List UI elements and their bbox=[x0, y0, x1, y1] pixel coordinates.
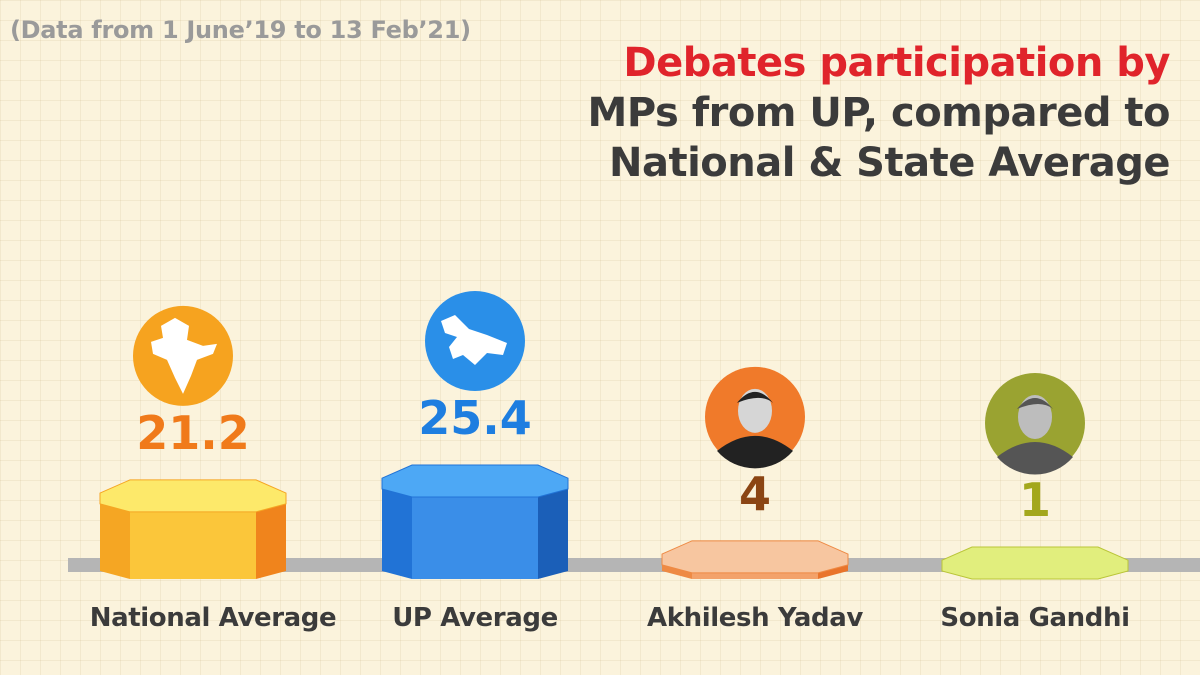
uttar-pradesh-map-icon bbox=[425, 291, 525, 391]
bar-national-average bbox=[99, 479, 287, 579]
value-label: 21.2 bbox=[136, 405, 250, 460]
category-label: Akhilesh Yadav bbox=[647, 603, 863, 633]
value-label: 25.4 bbox=[418, 391, 532, 445]
value-label: 4 bbox=[738, 466, 772, 521]
chart-title-line-2: MPs from UP, compared to bbox=[587, 90, 1171, 136]
sonia-gandhi-photo bbox=[985, 373, 1085, 475]
india-map-icon bbox=[133, 305, 233, 406]
chart-title: Debates participation by MPs from UP, co… bbox=[587, 38, 1171, 188]
value-label: 1 bbox=[1018, 473, 1052, 527]
bar-sonia-gandhi bbox=[941, 546, 1129, 580]
chart-title-line-1: Debates participation by bbox=[623, 40, 1170, 86]
category-label: Sonia Gandhi bbox=[940, 603, 1130, 633]
baseline bbox=[68, 558, 1200, 572]
category-label: National Average bbox=[89, 603, 337, 633]
chart-subtitle: (Data from 1 June’19 to 13 Feb’21) bbox=[10, 16, 471, 44]
bar-up-average bbox=[381, 464, 569, 579]
bar-akhilesh-yadav bbox=[661, 540, 849, 579]
chart-title-line-3: National & State Average bbox=[608, 140, 1171, 186]
akhilesh-yadav-photo bbox=[705, 366, 805, 469]
category-label: UP Average bbox=[392, 603, 558, 633]
